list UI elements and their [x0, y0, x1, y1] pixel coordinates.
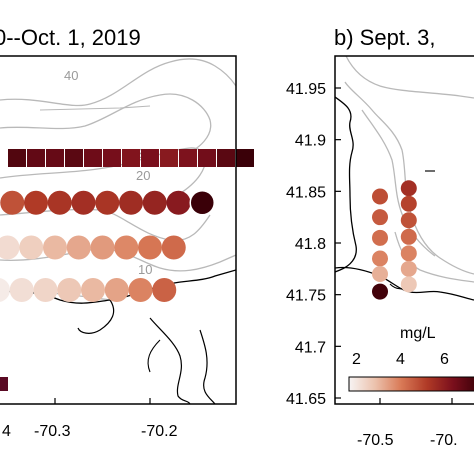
coastline — [199, 329, 216, 404]
station-marker — [119, 190, 143, 215]
colorbar-title: mg/L — [400, 325, 436, 342]
station-marker — [65, 149, 83, 167]
station-marker — [217, 149, 235, 167]
station-marker — [0, 190, 25, 215]
station-marker — [236, 149, 254, 167]
panel-a-axes-box — [0, 55, 237, 405]
panel-b-markers — [372, 180, 417, 300]
coastline — [335, 96, 357, 273]
station-marker — [372, 250, 388, 267]
station-marker — [122, 149, 140, 167]
station-marker — [71, 190, 96, 215]
contour-label: 20 — [136, 168, 150, 183]
station-marker — [138, 235, 162, 260]
station-marker — [95, 190, 120, 215]
station-marker — [19, 235, 44, 260]
station-marker — [104, 278, 129, 302]
panel-b: b) Sept. 3, mg/L 2 4 6 41.9541.941.8541.… — [286, 25, 474, 449]
panel-b-y-ticks: 41.95 41.9 41.85 41.8 41.75 41.7 41.65 — [286, 81, 341, 408]
station-marker — [179, 149, 197, 167]
x-tick-label: -70. — [430, 432, 458, 449]
station-marker — [0, 278, 10, 302]
y-tick-label: 41.8 — [295, 236, 326, 253]
panel-a-colorbar-edge — [0, 377, 8, 391]
station-marker — [103, 149, 121, 167]
station-marker — [400, 228, 417, 245]
panel-a-map-layer — [0, 58, 236, 404]
station-marker — [400, 180, 417, 197]
station-marker — [160, 149, 178, 167]
colorbar-tick-label: 4 — [396, 351, 405, 368]
y-tick-label: 41.95 — [286, 81, 326, 98]
contour-line — [345, 56, 474, 99]
station-marker — [141, 149, 159, 167]
contour-labels-a: 40 30 20 10 — [64, 68, 152, 277]
x-tick-label: -70.3 — [34, 423, 71, 440]
y-tick-label: 41.9 — [295, 133, 326, 150]
station-marker — [43, 235, 67, 260]
panel-b-title: b) Sept. 3, — [334, 25, 436, 50]
station-marker — [46, 149, 64, 167]
station-marker — [372, 266, 388, 282]
x-tick-label: -70.5 — [357, 432, 394, 449]
panel-b-axes-box — [334, 55, 474, 405]
station-marker — [57, 278, 82, 302]
station-marker — [372, 283, 388, 300]
station-marker — [114, 235, 139, 260]
station-marker — [161, 235, 186, 260]
station-marker — [166, 190, 191, 215]
contour-line — [0, 93, 212, 157]
panel-a-markers — [0, 149, 254, 302]
panel-a-title: 0--Oct. 1, 2019 — [0, 25, 141, 50]
station-marker — [81, 278, 105, 302]
station-marker — [47, 190, 72, 215]
coastline — [147, 339, 161, 373]
x-tick-label: 4 — [2, 423, 11, 440]
colorbar-tick-label: 2 — [352, 351, 361, 368]
coastline — [77, 299, 115, 334]
contour-label: 40 — [64, 68, 78, 83]
station-marker — [142, 190, 167, 215]
station-marker — [400, 195, 417, 212]
contour-label: 10 — [138, 262, 152, 277]
y-tick-label: 41.7 — [295, 339, 326, 356]
contour-line — [0, 208, 211, 242]
station-marker — [152, 278, 177, 302]
station-marker — [90, 235, 115, 260]
station-marker — [400, 276, 417, 293]
station-marker — [27, 149, 45, 167]
y-tick-label: 41.75 — [286, 288, 326, 305]
station-marker — [372, 188, 388, 205]
contour-line — [394, 231, 474, 283]
station-marker — [372, 229, 388, 246]
station-marker — [372, 209, 388, 226]
station-marker — [189, 189, 215, 216]
contour-line — [39, 105, 151, 111]
station-marker — [9, 278, 34, 302]
colorbar-tick-label: 6 — [440, 351, 449, 368]
station-marker — [400, 260, 417, 277]
colorbar — [348, 376, 474, 392]
contour-line — [0, 58, 236, 107]
station-marker — [66, 235, 91, 260]
station-marker — [400, 212, 417, 229]
station-marker-small — [425, 170, 435, 172]
panel-a: 0--Oct. 1, 2019 40 30 20 10 — [0, 25, 254, 440]
y-tick-label: 41.85 — [286, 184, 326, 201]
station-marker — [128, 278, 153, 302]
coastline — [149, 317, 191, 404]
x-tick-label: -70.2 — [141, 423, 178, 440]
station-marker — [33, 278, 58, 302]
y-tick-label: 41.65 — [286, 391, 326, 408]
station-marker — [8, 149, 26, 167]
station-marker — [24, 190, 48, 215]
station-marker — [84, 149, 102, 167]
station-marker — [400, 245, 417, 262]
contour-line — [344, 81, 474, 275]
station-marker — [198, 149, 216, 167]
station-marker — [0, 235, 20, 260]
